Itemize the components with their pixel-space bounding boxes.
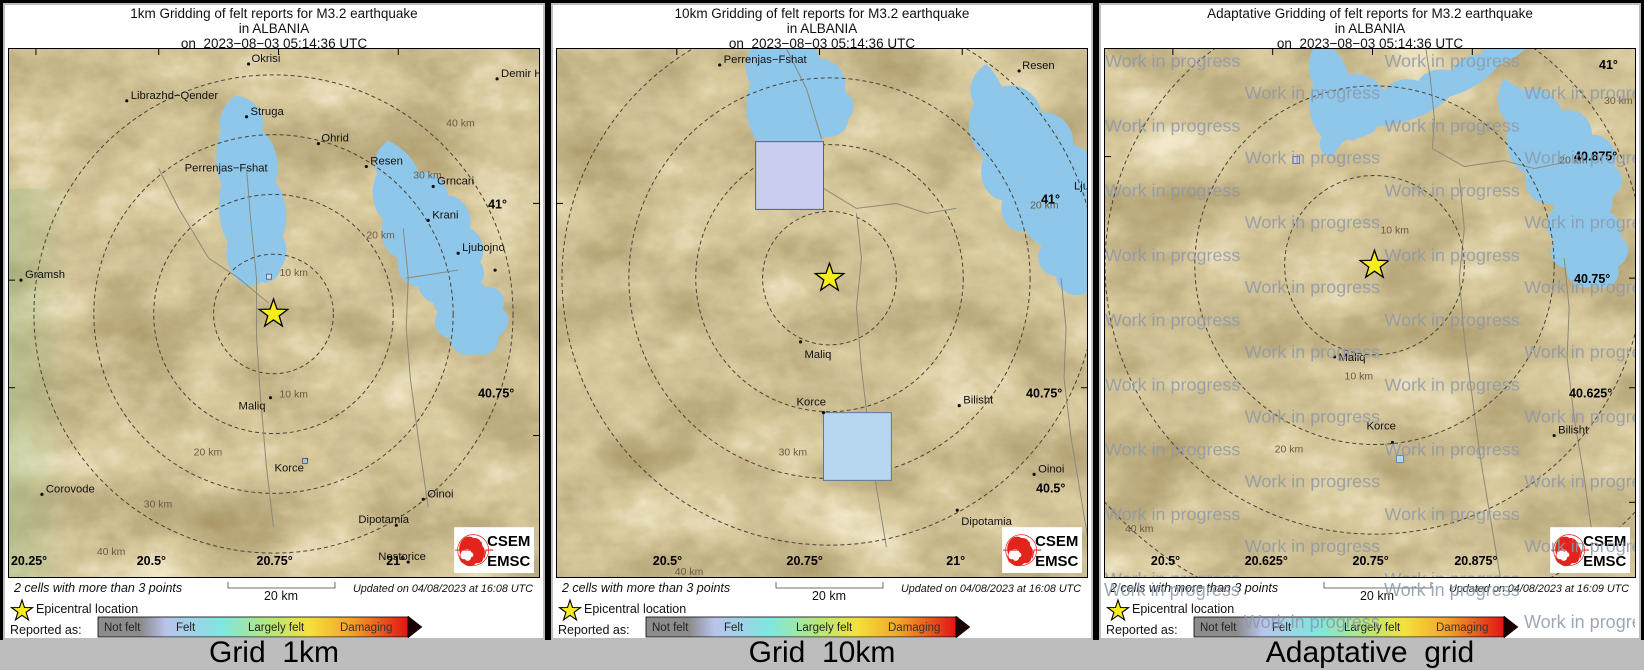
svg-text:40 km: 40 km (446, 119, 475, 130)
svg-text:CSEM: CSEM (487, 533, 530, 550)
svg-text:Resen: Resen (370, 156, 403, 168)
svg-text:30 km: 30 km (144, 499, 173, 510)
svg-text:30 km: 30 km (779, 447, 808, 458)
svg-text:Ohrid: Ohrid (321, 133, 349, 145)
svg-text:Krani: Krani (432, 209, 458, 221)
svg-text:Epicentral location: Epicentral location (584, 602, 686, 616)
svg-text:20 km: 20 km (194, 447, 223, 458)
svg-text:Largely felt: Largely felt (796, 622, 853, 634)
svg-text:20.25°: 20.25° (11, 554, 47, 568)
svg-text:40.5°: 40.5° (1036, 481, 1065, 495)
svg-text:10 km: 10 km (279, 268, 308, 279)
svg-text:Felt: Felt (724, 622, 744, 634)
svg-text:EMSC: EMSC (1035, 553, 1078, 570)
svg-text:Demir Hisar: Demir Hisar (501, 68, 539, 80)
svg-text:Struga: Struga (251, 106, 285, 118)
svg-text:Ljubojno: Ljubojno (1074, 180, 1087, 192)
svg-text:20.75°: 20.75° (257, 554, 293, 568)
svg-text:Not felt: Not felt (652, 622, 689, 634)
svg-text:EMSC: EMSC (487, 553, 530, 570)
svg-text:Bilisht: Bilisht (963, 395, 994, 407)
svg-text:Oinoi: Oinoi (427, 488, 453, 500)
svg-text:Perrenjas−Fshat: Perrenjas−Fshat (724, 54, 808, 66)
svg-text:40.75°: 40.75° (478, 387, 514, 401)
svg-text:Felt: Felt (176, 622, 196, 634)
svg-text:Perrenjas−Fshat: Perrenjas−Fshat (185, 163, 269, 175)
svg-text:Korce: Korce (274, 462, 303, 474)
svg-text:Damaging: Damaging (340, 622, 392, 634)
svg-text:20.5°: 20.5° (137, 554, 166, 568)
svg-text:20.75°: 20.75° (787, 554, 823, 568)
svg-text:21°: 21° (386, 554, 405, 568)
svg-text:Grncari: Grncari (437, 175, 474, 187)
svg-text:40.75°: 40.75° (1026, 387, 1062, 401)
svg-text:41°: 41° (1041, 192, 1060, 206)
svg-text:20 km: 20 km (366, 230, 395, 241)
svg-text:Resen: Resen (1022, 60, 1055, 72)
svg-text:Ljubojno: Ljubojno (462, 242, 505, 254)
svg-text:Not felt: Not felt (104, 622, 141, 634)
svg-text:20.5°: 20.5° (653, 554, 682, 568)
svg-text:CSEM: CSEM (1035, 533, 1078, 550)
svg-text:20 km: 20 km (264, 589, 298, 603)
svg-text:Maliq: Maliq (805, 349, 832, 361)
svg-text:40 km: 40 km (97, 547, 126, 558)
svg-text:Dipotamia: Dipotamia (358, 514, 409, 526)
svg-text:40 km: 40 km (675, 567, 704, 577)
svg-text:Dipotamia: Dipotamia (961, 516, 1012, 528)
svg-text:20 km: 20 km (812, 589, 846, 603)
svg-text:Reported as:: Reported as: (558, 623, 630, 637)
svg-text:Corovode: Corovode (46, 483, 95, 495)
svg-text:Updated on 04/08/2023 at 16:08: Updated on 04/08/2023 at 16:08 UTC (901, 583, 1081, 595)
svg-text:Largely felt: Largely felt (248, 622, 305, 634)
svg-text:2 cells with more than 3 point: 2 cells with more than 3 points (561, 581, 730, 595)
svg-text:41°: 41° (488, 197, 507, 211)
svg-text:Epicentral location: Epicentral location (36, 602, 138, 616)
svg-text:Korce: Korce (797, 397, 826, 409)
svg-text:Oinoi: Oinoi (1038, 463, 1064, 475)
svg-text:2 cells with more than 3 point: 2 cells with more than 3 points (13, 581, 182, 595)
svg-text:10 km: 10 km (279, 390, 308, 401)
svg-text:Okrisi: Okrisi (252, 53, 281, 65)
svg-text:Maliq: Maliq (239, 401, 266, 413)
svg-text:Reported as:: Reported as: (10, 623, 82, 637)
svg-text:Damaging: Damaging (888, 622, 940, 634)
svg-text:Updated on 04/08/2023 at 16:08: Updated on 04/08/2023 at 16:08 UTC (353, 583, 533, 595)
svg-text:21°: 21° (946, 554, 965, 568)
svg-text:Librazhd−Qender: Librazhd−Qender (131, 90, 219, 102)
svg-text:Gramsh: Gramsh (25, 269, 65, 281)
